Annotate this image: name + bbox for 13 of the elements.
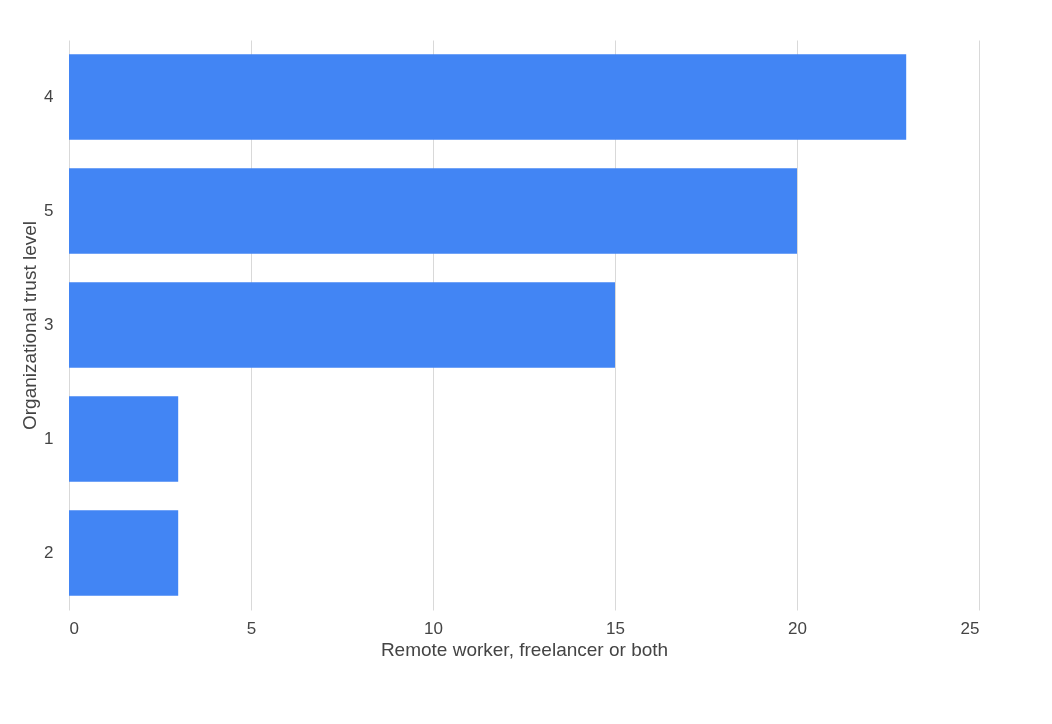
x-tick-label: 25 bbox=[960, 618, 980, 638]
x-tick-label: 20 bbox=[788, 618, 807, 638]
x-tick-label: 15 bbox=[606, 618, 625, 638]
y-tick-label: 4 bbox=[44, 87, 54, 106]
y-tick-label: 2 bbox=[44, 543, 54, 562]
x-tick-label: 0 bbox=[69, 618, 79, 638]
y-tick-label: 3 bbox=[44, 315, 54, 334]
x-tick-label: 5 bbox=[246, 618, 257, 638]
y-axis-title: Organizational trust level bbox=[19, 220, 41, 431]
y-tick-label: 1 bbox=[44, 429, 54, 448]
y-tick-label: 5 bbox=[44, 201, 54, 220]
x-tick-label: 10 bbox=[424, 618, 443, 638]
x-axis-title: Remote worker, freelancer or both bbox=[380, 638, 669, 660]
